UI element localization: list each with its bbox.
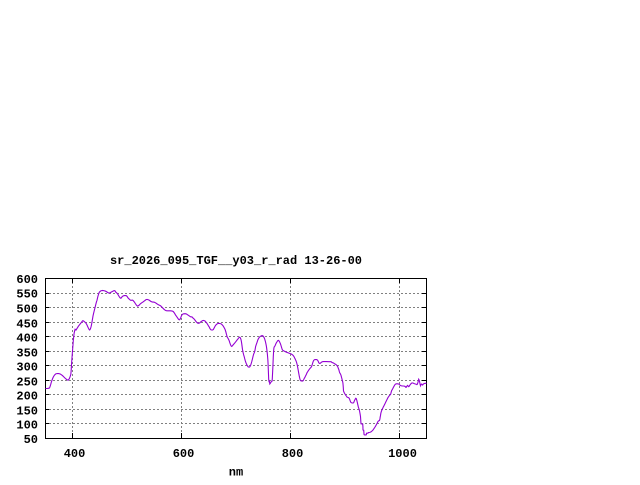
svg-text:800: 800 [282, 447, 304, 461]
svg-text:100: 100 [16, 419, 38, 433]
svg-text:250: 250 [16, 376, 38, 390]
svg-text:600: 600 [173, 447, 195, 461]
svg-text:1000: 1000 [388, 447, 417, 461]
svg-text:50: 50 [24, 433, 38, 447]
svg-text:sr_2026_095_TGF__y03_r_rad 13-: sr_2026_095_TGF__y03_r_rad 13-26-00 [110, 254, 362, 268]
svg-text:550: 550 [16, 288, 38, 302]
svg-text:450: 450 [16, 318, 38, 332]
svg-text:600: 600 [16, 273, 38, 287]
svg-text:150: 150 [16, 405, 38, 419]
svg-text:400: 400 [64, 447, 86, 461]
svg-text:300: 300 [16, 361, 38, 375]
svg-text:nm: nm [229, 466, 243, 480]
svg-text:200: 200 [16, 390, 38, 404]
svg-text:400: 400 [16, 332, 38, 346]
svg-text:350: 350 [16, 347, 38, 361]
svg-text:500: 500 [16, 303, 38, 317]
